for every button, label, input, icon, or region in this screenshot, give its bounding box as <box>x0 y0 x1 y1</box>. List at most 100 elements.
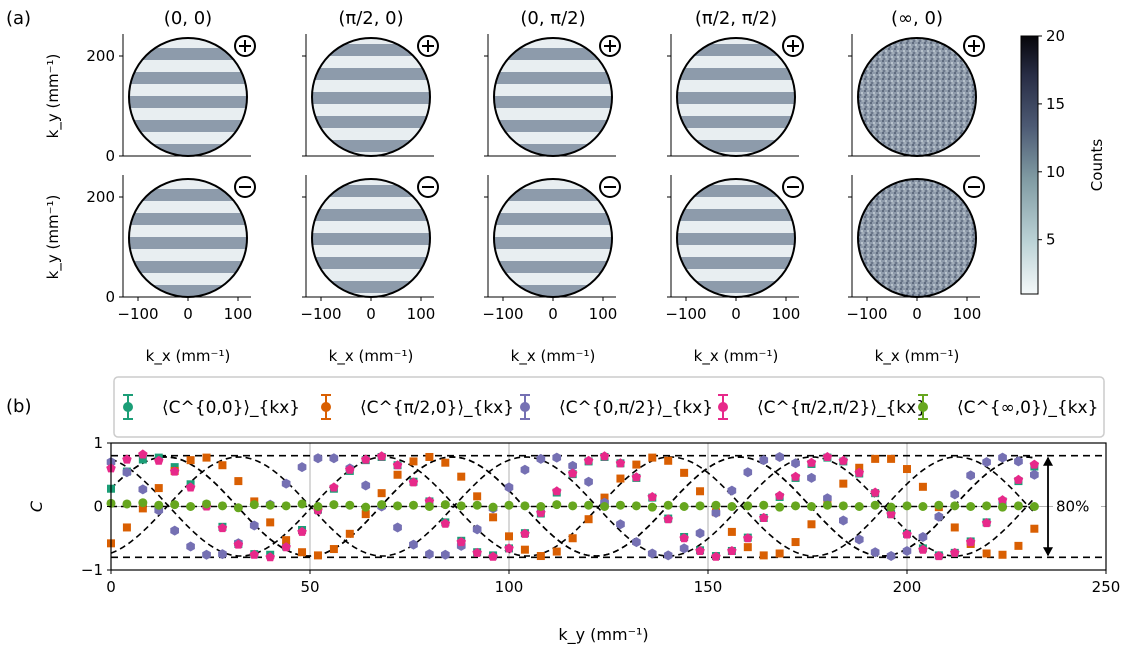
data-point <box>998 502 1008 512</box>
data-point <box>138 449 148 459</box>
fringe-band <box>312 233 430 245</box>
data-point <box>345 464 355 474</box>
fringe-band <box>129 72 247 84</box>
legend-marker <box>321 402 331 412</box>
y-tick-label: 0 <box>93 498 103 516</box>
data-point <box>839 515 848 526</box>
data-point <box>473 492 482 501</box>
data-point <box>886 551 896 561</box>
legend: ⟨C^{0,0}⟩_{kx} ⟨C^{π/2,0}⟩_{kx} ⟨C^{0,π/2}… <box>113 376 1105 438</box>
data-point <box>472 524 482 535</box>
data-point <box>233 503 243 513</box>
data-point <box>998 452 1007 463</box>
data-point <box>1029 502 1039 511</box>
data-point <box>202 499 212 509</box>
data-point <box>345 500 355 510</box>
data-point <box>456 537 466 547</box>
data-point <box>695 501 705 511</box>
data-point <box>918 482 927 491</box>
x-tick-label: 0 <box>912 305 922 323</box>
data-point <box>599 451 610 461</box>
data-point <box>632 537 641 548</box>
data-point <box>663 514 673 524</box>
data-point <box>822 500 832 510</box>
data-point <box>807 472 816 483</box>
colorbar-tick-label: 15 <box>1046 95 1065 113</box>
x-axis-label: k_x (mm⁻¹) <box>511 347 596 366</box>
data-point <box>361 454 371 464</box>
fringe-band <box>677 116 795 128</box>
data-point <box>361 510 370 519</box>
data-point <box>536 552 545 561</box>
column-title: (0, π/2) <box>520 8 585 29</box>
data-point <box>759 500 769 510</box>
y-tick-label: −1 <box>81 561 103 579</box>
fringe-band <box>312 44 430 56</box>
legend-label: ⟨C^{∞,0}⟩_{kx} <box>957 398 1098 418</box>
data-point <box>441 549 450 560</box>
data-point <box>998 550 1007 559</box>
data-point <box>329 482 339 492</box>
panel-b-label: (b) <box>6 396 31 417</box>
data-point <box>408 500 418 510</box>
data-point <box>934 500 944 510</box>
data-point <box>234 477 243 486</box>
data-point <box>950 547 960 557</box>
x-tick-label: 50 <box>300 578 319 596</box>
data-point <box>408 477 419 487</box>
data-point <box>966 502 976 511</box>
data-point <box>329 500 339 510</box>
x-tick-label: 150 <box>694 578 723 596</box>
data-point <box>504 543 514 553</box>
data-point <box>1030 524 1039 533</box>
annotation-background <box>1053 495 1101 518</box>
column-title: (0, 0) <box>164 8 212 29</box>
y-tick-label: 0 <box>105 147 115 165</box>
data-point <box>297 499 307 509</box>
fringe-band <box>677 281 795 293</box>
fringe-band <box>494 237 612 249</box>
data-point <box>616 474 625 483</box>
data-point <box>249 549 259 559</box>
data-point <box>1029 459 1040 469</box>
fringe-band <box>129 237 247 249</box>
x-axis-label: k_x (mm⁻¹) <box>146 347 231 366</box>
data-point <box>154 484 163 493</box>
data-point <box>217 501 227 511</box>
detector-image <box>302 34 439 157</box>
data-point <box>759 455 769 466</box>
fringe-band <box>677 233 795 245</box>
x-tick-label: 100 <box>589 305 618 323</box>
fringe-band <box>129 48 247 60</box>
data-point <box>743 501 753 511</box>
fringe-band <box>129 285 247 297</box>
legend-label: ⟨C^{π/2,π/2}⟩_{kx} <box>757 398 927 418</box>
fringe-band <box>677 44 795 56</box>
data-point <box>854 467 864 477</box>
x-tick-label: 100 <box>953 305 982 323</box>
data-point <box>647 492 657 501</box>
fringe-band <box>494 144 612 156</box>
data-point <box>568 501 578 511</box>
data-point <box>887 454 896 463</box>
data-point <box>472 500 482 510</box>
x-tick-label: 200 <box>893 578 922 596</box>
data-point <box>202 453 211 462</box>
data-point <box>759 551 768 560</box>
fringe-band <box>129 120 247 132</box>
data-point <box>759 512 769 522</box>
data-point <box>696 487 705 496</box>
data-point <box>425 549 434 560</box>
data-point <box>647 548 657 559</box>
fringe-band <box>129 261 247 273</box>
data-point <box>361 502 371 512</box>
data-point <box>838 501 848 511</box>
fringe-band <box>312 185 430 197</box>
detector-image <box>848 34 985 157</box>
data-point <box>409 539 418 550</box>
x-axis-label: k_x (mm⁻¹) <box>875 347 960 366</box>
data-point <box>997 495 1008 505</box>
data-point <box>441 458 450 467</box>
legend-marker <box>123 402 133 412</box>
